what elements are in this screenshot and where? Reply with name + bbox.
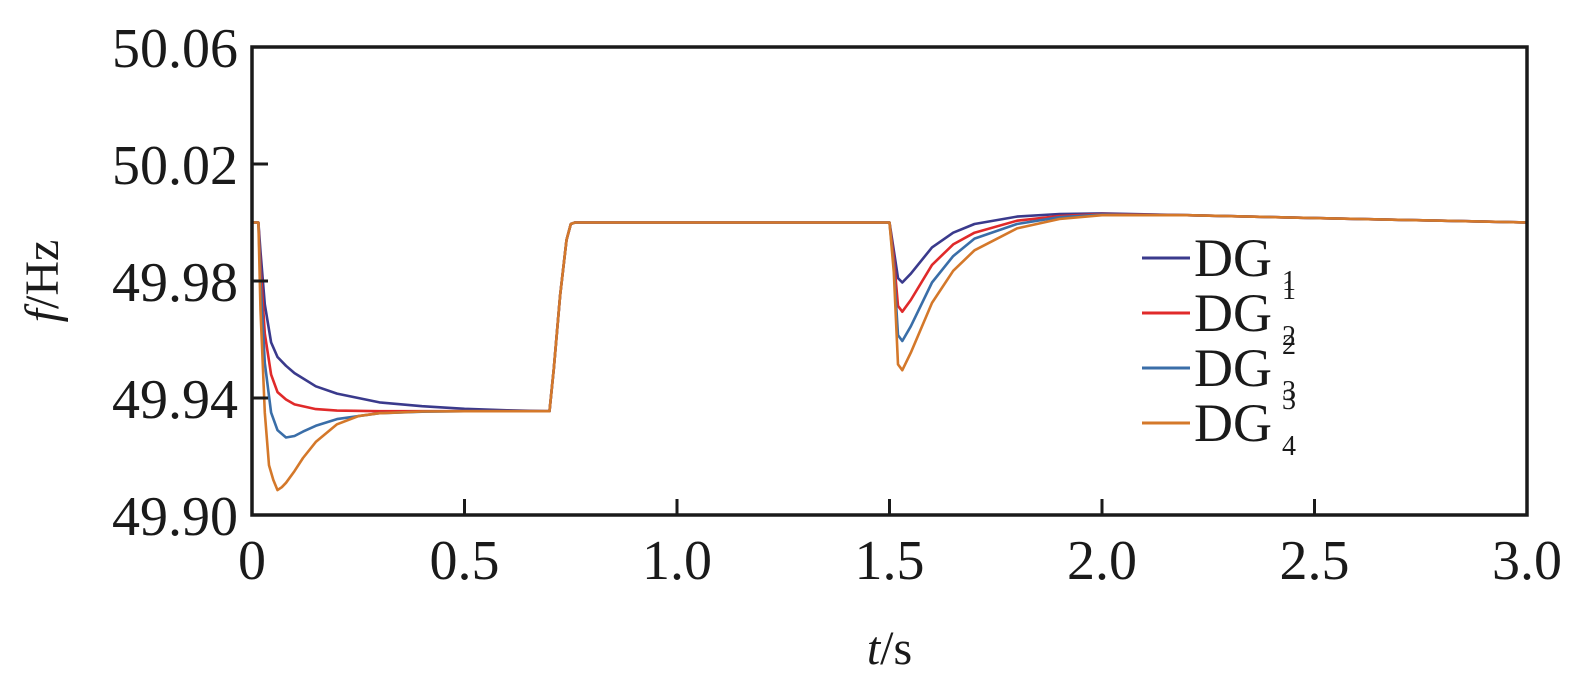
x-tick-label: 0.5 [430,530,500,592]
y-tick-label: 50.06 [112,18,238,80]
legend-label: DG [1194,338,1272,398]
legend-label: DG [1194,283,1272,343]
legend-label-subscript: 3 [1282,376,1296,407]
y-tick-label: 49.94 [112,369,238,431]
legend-label: DG [1194,228,1272,288]
x-tick-label: 3.0 [1492,530,1562,592]
y-tick-label: 50.02 [112,135,238,197]
x-tick-label: 0 [238,530,266,592]
y-axis-label-unit: /Hz [16,240,69,309]
ticks-layer: 49.90 49.94 49.98 50.02 50.06 0 0.5 1.0 1.5 2.0 2.… [112,18,1562,592]
series-layer [252,212,1528,492]
y-tick-label: 49.90 [112,486,238,548]
x-axis-label-italic: t [867,622,882,675]
x-tick-label: 2.5 [1280,530,1350,592]
series-line-3 [252,213,1528,439]
x-axis-label-unit: /s [880,622,912,675]
x-tick-label: 2.0 [1067,530,1137,592]
series-line-4 [252,213,1528,492]
legend-label: DG [1194,393,1272,453]
legend-label-subscript: 4 [1282,431,1296,462]
y-axis-label: f/Hz [16,240,69,323]
legend-label-subscript: 2 [1282,321,1296,352]
legend-label-subscript: 1 [1282,266,1296,297]
legend-label-superscript: 2 [1282,330,1296,361]
series-line-1 [252,212,1528,413]
legend-label-superscript: 1 [1282,275,1296,306]
legend: DG 1 DG 1 2 DG 2 3 DG 3 4 [1142,228,1296,462]
legend-label-superscript: 3 [1282,385,1296,416]
series-line-2 [252,212,1528,413]
y-tick-label: 49.98 [112,252,238,314]
x-axis-label: t/s [867,622,912,675]
x-tick-label: 1.5 [855,530,925,592]
x-tick-label: 1.0 [642,530,712,592]
plot-frame [250,45,1529,517]
